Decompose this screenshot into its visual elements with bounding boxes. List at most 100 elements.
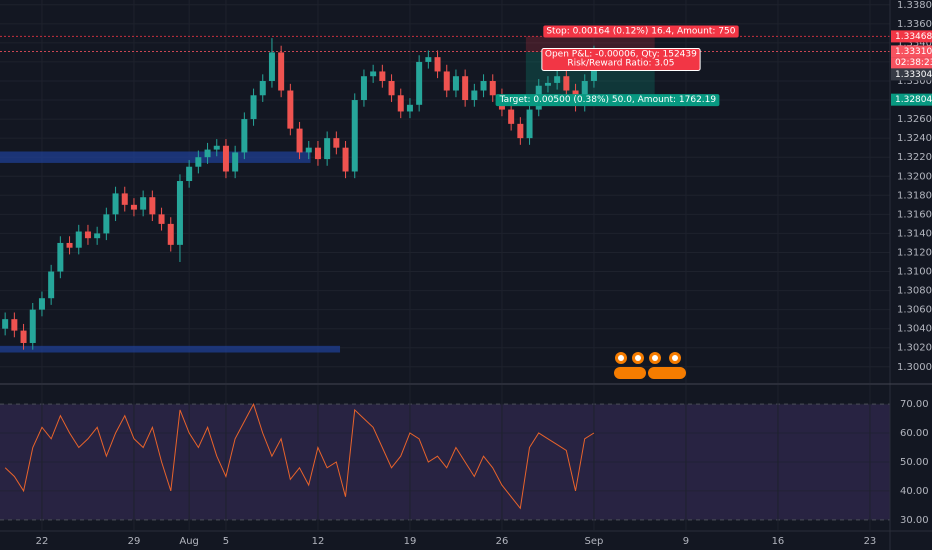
candle-body	[75, 231, 82, 248]
y-tick-label: 1.33600	[897, 19, 932, 30]
candle-body	[103, 214, 110, 234]
x-tick-label: 23	[864, 536, 877, 547]
rsi-line	[4, 402, 595, 510]
candle-body	[176, 181, 183, 245]
x-tick-label: 16	[772, 536, 785, 547]
y-tick-label: 1.31600	[897, 209, 932, 220]
candle-body	[268, 52, 275, 81]
position-label: Target: 0.00500 (0.38%) 50.0, Amount: 17…	[499, 95, 717, 105]
candle-body	[443, 71, 450, 91]
event-icon-dot	[652, 355, 658, 361]
candle-body	[259, 80, 266, 96]
candle-body	[517, 123, 524, 139]
y-tick-label: 1.31800	[897, 190, 932, 201]
position-label-bg	[541, 48, 701, 71]
candle-body	[250, 95, 257, 120]
candle-body	[508, 109, 515, 124]
event-icon-dot	[672, 355, 678, 361]
candle-body	[149, 197, 156, 215]
x-tick-label: 26	[496, 536, 509, 547]
y-tick-label: 30.00	[900, 515, 929, 526]
candle-body	[222, 145, 229, 172]
price-label-bg	[891, 68, 932, 81]
candle-body	[66, 242, 73, 248]
position-label: Open P&L: -0.00006, Qty: 152439	[545, 50, 697, 60]
position-label: Risk/Reward Ratio: 3.05	[567, 59, 674, 69]
candle-body	[526, 109, 533, 139]
y-tick-label: 1.33000	[897, 76, 932, 87]
candle-body	[57, 242, 64, 272]
candle-body	[406, 104, 413, 112]
y-tick-label: 1.30800	[897, 286, 932, 297]
y-tick-label: 1.32600	[897, 114, 932, 125]
candle-body	[20, 330, 27, 343]
y-tick-label: 1.31200	[897, 247, 932, 258]
event-icon-dot	[635, 355, 641, 361]
countdown: 02:38:23	[895, 58, 932, 68]
y-tick-label: 40.00	[900, 486, 929, 497]
candle-body	[186, 166, 193, 182]
overlays: Stop: 0.00164 (0.12%) 16.4, Amount: 750 O…	[495, 25, 932, 107]
candle-body	[11, 319, 18, 331]
price-label: 1.33310	[895, 47, 932, 57]
x-tick-label: 12	[312, 536, 325, 547]
event-icon[interactable]	[648, 367, 686, 379]
candle-body	[425, 57, 432, 62]
event-icons[interactable]	[614, 352, 686, 379]
candle-body	[167, 223, 174, 245]
x-tick-label: 9	[683, 536, 689, 547]
y-tick-label: 1.33800	[897, 0, 932, 11]
candle-body	[563, 76, 570, 91]
price-label-bg	[891, 93, 932, 106]
candle-body	[232, 152, 239, 172]
marks	[0, 35, 890, 510]
candle-body	[452, 76, 459, 91]
candle-body	[241, 119, 248, 153]
candle-body	[121, 193, 128, 205]
candle-body	[204, 149, 211, 158]
candle-body	[130, 204, 137, 210]
candle-body	[296, 128, 303, 153]
position-label-bg	[495, 94, 720, 107]
y-tick-label: 1.30200	[897, 343, 932, 354]
y-tick-label: 60.00	[900, 428, 929, 439]
event-icon[interactable]	[614, 367, 646, 379]
candle-body	[471, 90, 478, 101]
candle-body	[314, 147, 321, 160]
candle-body	[112, 193, 119, 215]
y-tick-label: 1.30000	[897, 362, 932, 373]
candle-body	[370, 71, 377, 77]
event-icon-dot	[618, 355, 624, 361]
x-tick-label: 29	[128, 536, 141, 547]
candle-body	[195, 157, 202, 167]
candle-body	[544, 82, 551, 86]
x-tick-label: 19	[404, 536, 417, 547]
y-tick-label: 1.31400	[897, 228, 932, 239]
position-label: Stop: 0.00164 (0.12%) 16.4, Amount: 750	[546, 27, 735, 37]
price-label: 1.33304	[895, 70, 932, 80]
y-tick-label: 1.32200	[897, 152, 932, 163]
candle-body	[360, 76, 367, 101]
candle-body	[379, 71, 386, 81]
candle-body	[213, 145, 220, 150]
price-label-bg	[891, 30, 932, 43]
x-tick-label: 22	[36, 536, 49, 547]
candle-body	[388, 80, 395, 96]
candle-body	[2, 319, 9, 329]
candle-body	[48, 271, 55, 299]
x-tick-label: Aug	[179, 536, 199, 547]
candle-body	[489, 80, 496, 96]
candle-body	[305, 147, 312, 153]
candle-body	[84, 231, 91, 239]
y-tick-label: 1.32400	[897, 133, 932, 144]
candle-body	[278, 52, 285, 91]
price-label: 1.32804	[895, 95, 932, 105]
candle-body	[581, 80, 588, 105]
candle-body	[434, 57, 441, 72]
x-tick-label: Sep	[585, 536, 604, 547]
candle-body	[324, 138, 331, 160]
y-tick-label: 1.30600	[897, 305, 932, 316]
y-tick-label: 1.30400	[897, 324, 932, 335]
